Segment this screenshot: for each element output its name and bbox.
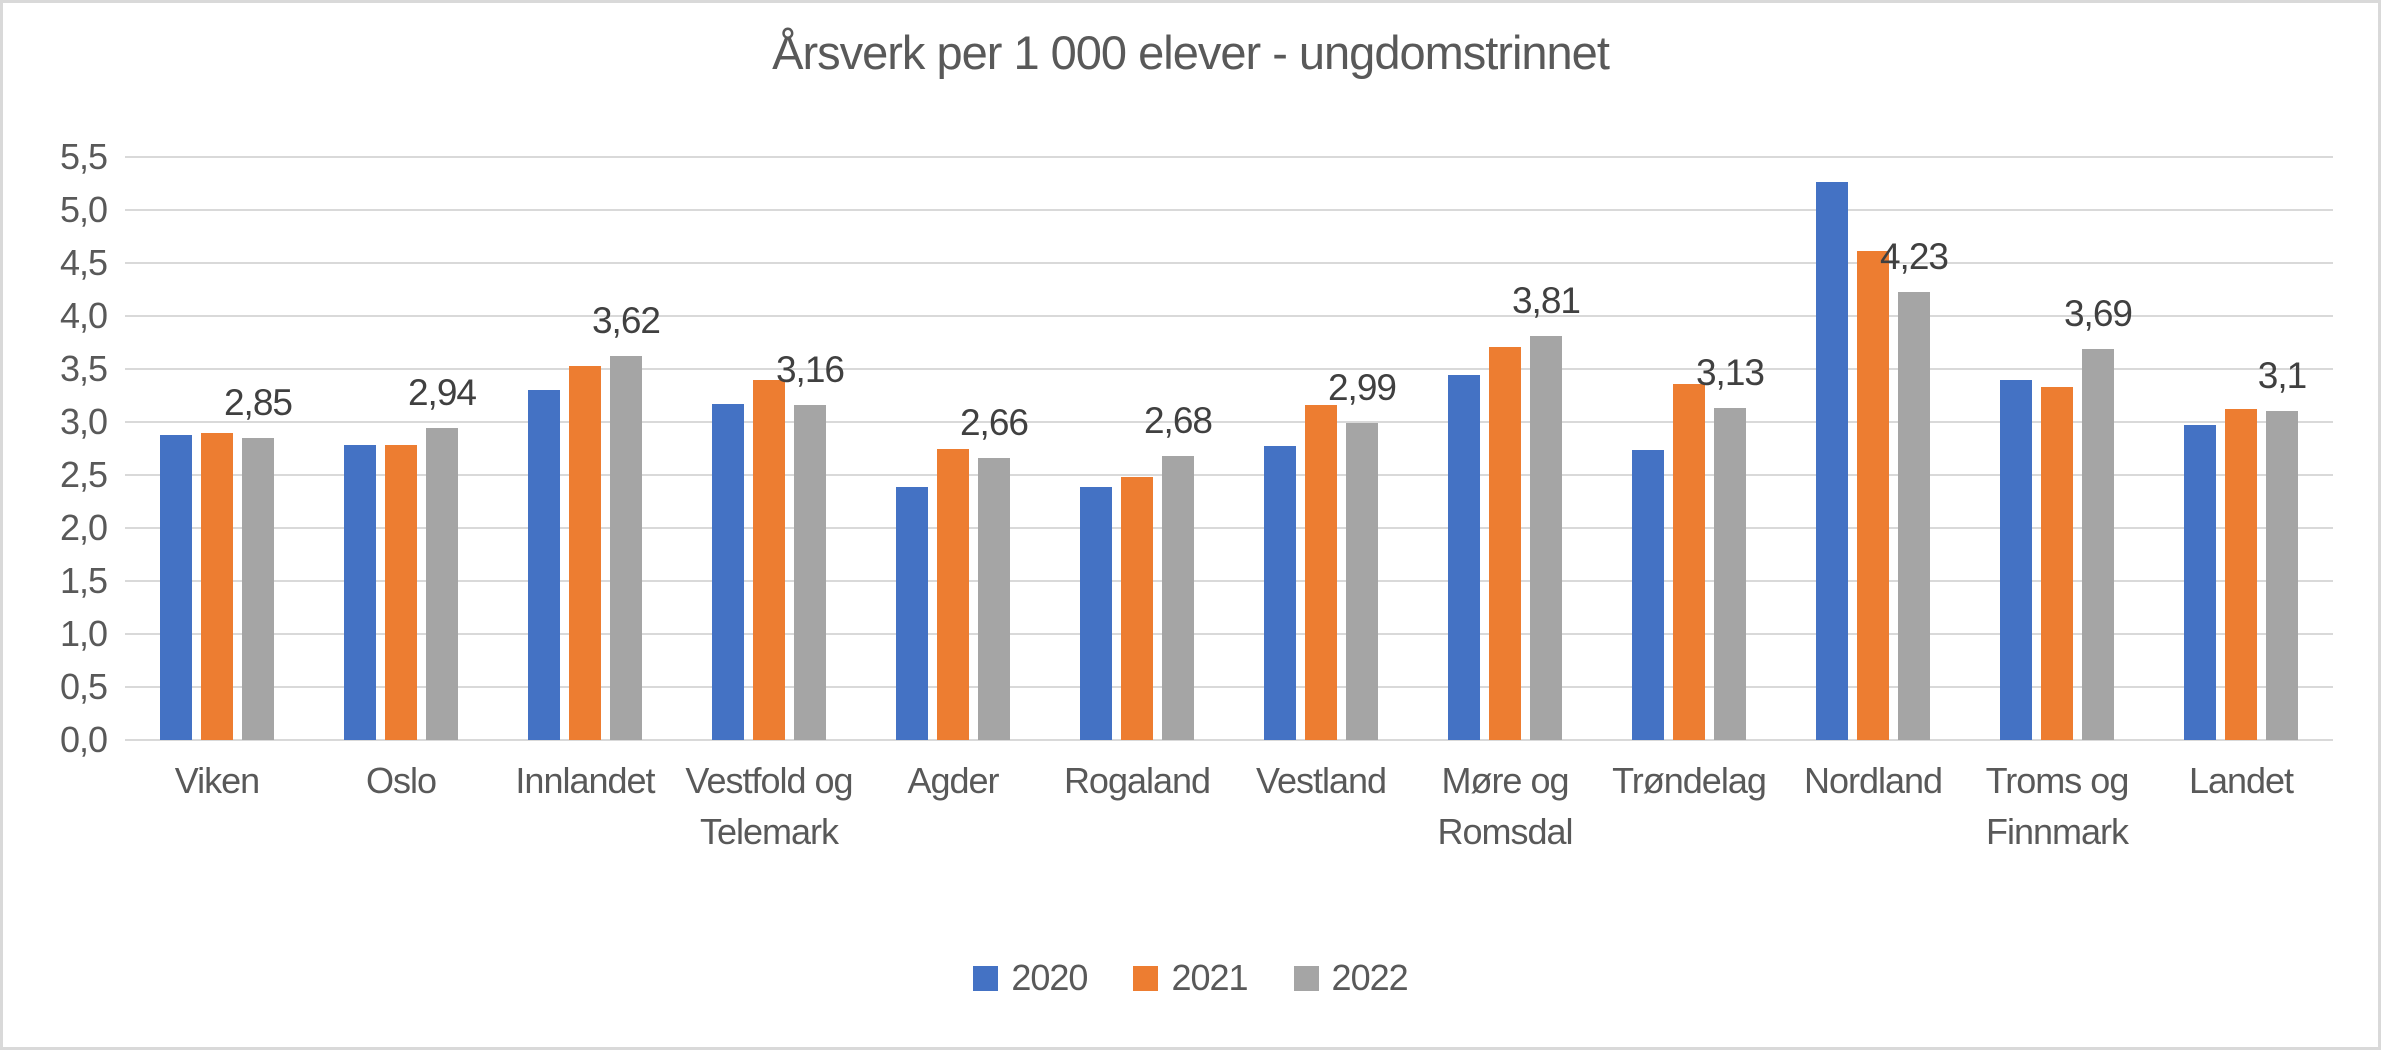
gridline — [125, 633, 2333, 635]
legend-swatch-2020 — [973, 965, 999, 991]
data-label: 3,16 — [775, 349, 845, 391]
legend-item-2020: 2020 — [973, 957, 1088, 998]
x-category-label: Vestfold og Telemark — [685, 760, 853, 852]
bar-2021-vestland — [1305, 405, 1337, 740]
bar-2020-troms-og-finnmark — [2000, 379, 2032, 740]
bar-2022-vestland — [1346, 423, 1378, 740]
gridline — [125, 474, 2333, 476]
bar-2022-nordland — [1898, 291, 1930, 740]
bar-2021-trøndelag — [1673, 383, 1705, 740]
data-label: 2,85 — [223, 381, 293, 423]
legend-label: 2020 — [1011, 957, 1088, 998]
x-category-label: Agder — [907, 760, 999, 801]
gridline — [125, 527, 2333, 529]
legend: 2020 2021 2022 — [3, 959, 2378, 997]
bar-2020-vestfold-og-telemark — [712, 403, 744, 740]
chart-title: Årsverk per 1 000 elever - ungdomstrinne… — [772, 26, 1610, 79]
x-category-label: Innlandet — [515, 760, 655, 801]
data-label: 3,62 — [591, 300, 661, 342]
y-tick-label: 5,0 — [59, 189, 108, 230]
x-category-label: Nordland — [1803, 760, 1943, 801]
data-label: 2,68 — [1143, 399, 1213, 441]
y-tick-label: 5,5 — [59, 136, 108, 177]
bar-2022-oslo — [426, 428, 458, 740]
gridline — [125, 580, 2333, 582]
gridline — [125, 686, 2333, 688]
bar-2022-innlandet — [610, 356, 642, 740]
x-category-label: Troms og Finnmark — [1985, 760, 2130, 852]
bar-2020-møre-og-romsdal — [1448, 375, 1480, 740]
legend-label: 2021 — [1171, 957, 1248, 998]
data-label: 3,81 — [1511, 280, 1581, 322]
bar-2020-innlandet — [528, 390, 560, 740]
gridline — [125, 156, 2333, 158]
y-tick-label: 0,5 — [59, 666, 108, 707]
y-tick-label: 3,5 — [59, 348, 108, 389]
bar-2021-vestfold-og-telemark — [753, 379, 785, 740]
bar-2021-viken — [201, 432, 233, 740]
bar-2022-agder — [978, 458, 1010, 740]
x-category-label: Rogaland — [1063, 760, 1211, 801]
bar-2021-rogaland — [1121, 477, 1153, 740]
bar-2022-landet — [2266, 411, 2298, 740]
data-label: 2,99 — [1327, 367, 1397, 409]
data-label: 3,69 — [2063, 292, 2133, 334]
x-category-label: Vestland — [1255, 760, 1387, 801]
legend-label: 2022 — [1331, 957, 1409, 998]
y-tick-label: 2,0 — [59, 507, 108, 548]
gridline — [125, 262, 2333, 264]
gridline — [125, 368, 2333, 370]
bar-2021-agder — [937, 448, 969, 740]
legend-swatch-2021 — [1133, 965, 1159, 991]
data-label: 3,13 — [1695, 352, 1765, 394]
bar-2020-oslo — [344, 445, 376, 740]
y-tick-label: 2,5 — [59, 454, 108, 495]
data-label: 3,1 — [2257, 355, 2307, 397]
x-category-label: Møre og Romsdal — [1437, 760, 1573, 852]
bar-2022-rogaland — [1162, 455, 1194, 740]
y-tick-label: 1,5 — [59, 560, 108, 601]
gridline — [125, 421, 2333, 423]
bar-2022-viken — [242, 437, 274, 740]
bar-2021-møre-og-romsdal — [1489, 346, 1521, 740]
gridline — [125, 315, 2333, 317]
bar-2022-møre-og-romsdal — [1530, 336, 1562, 740]
bar-2020-agder — [896, 486, 928, 740]
bar-2020-viken — [160, 434, 192, 740]
y-tick-label: 3,0 — [59, 401, 108, 442]
data-label: 2,66 — [959, 402, 1029, 444]
bar-2022-troms-og-finnmark — [2082, 348, 2114, 740]
bar-2020-trøndelag — [1632, 449, 1664, 740]
bar-2020-vestland — [1264, 446, 1296, 740]
bar-2022-vestfold-og-telemark — [794, 405, 826, 740]
y-tick-label: 4,5 — [59, 242, 108, 283]
data-label: 4,23 — [1879, 235, 1949, 277]
x-category-label: Oslo — [365, 760, 437, 801]
bar-2021-innlandet — [569, 365, 601, 740]
gridline — [125, 739, 2333, 741]
legend-swatch-2022 — [1293, 965, 1319, 991]
bar-2021-troms-og-finnmark — [2041, 387, 2073, 740]
legend-item-2021: 2021 — [1133, 957, 1249, 998]
x-category-label: Landet — [2188, 760, 2294, 801]
x-category-label: Trøndelag — [1612, 760, 1767, 801]
bar-2022-trøndelag — [1714, 408, 1746, 740]
bar-2020-nordland — [1816, 182, 1848, 740]
gridline — [125, 209, 2333, 211]
y-tick-label: 1,0 — [59, 613, 108, 654]
bar-2021-landet — [2225, 409, 2257, 740]
legend-item-2022: 2022 — [1293, 957, 1409, 998]
y-tick-label: 4,0 — [59, 295, 108, 336]
x-category-label: Viken — [174, 760, 260, 801]
y-tick-label: 0,0 — [59, 719, 108, 760]
data-label: 2,94 — [407, 372, 477, 414]
bar-2021-nordland — [1857, 251, 1889, 740]
bar-2020-rogaland — [1080, 486, 1112, 740]
bar-2020-landet — [2184, 425, 2216, 740]
bar-2021-oslo — [385, 445, 417, 740]
